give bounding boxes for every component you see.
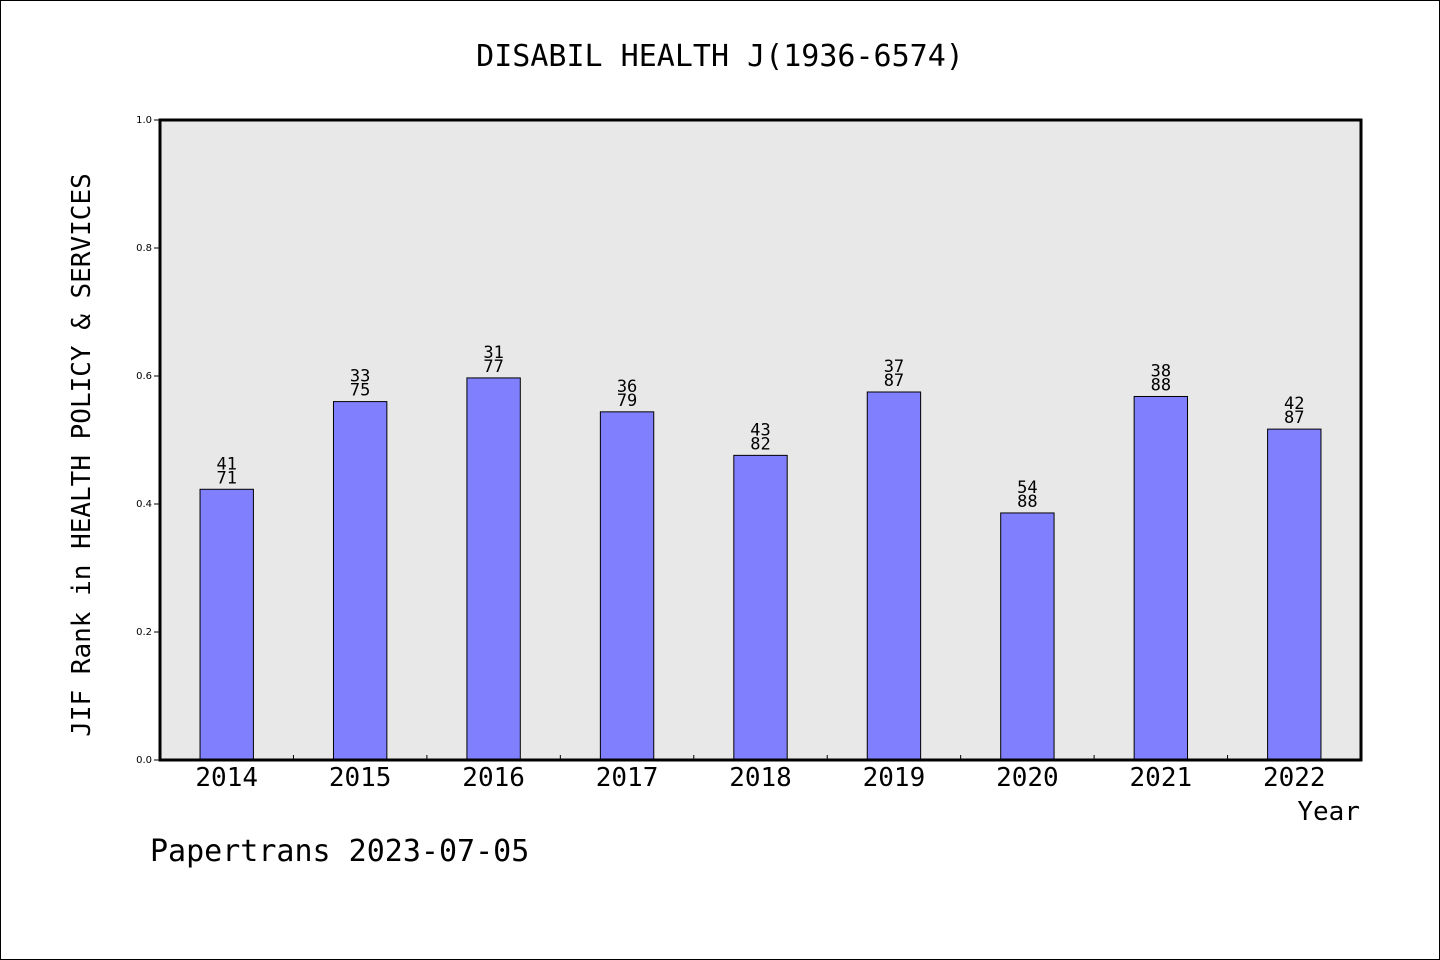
y-axis-label: JIF Rank in HEALTH POLICY & SERVICES [67, 173, 97, 737]
bar-total-label: 88 [1017, 492, 1037, 512]
x-tick-label: 2020 [996, 763, 1059, 793]
bar [199, 488, 254, 761]
x-tick-label: 2021 [1130, 763, 1193, 793]
y-tick-label: 0.0 [136, 755, 152, 766]
bar [1267, 428, 1322, 761]
bar-rank-label: 41 [216, 454, 236, 474]
x-tick-label: 2022 [1263, 763, 1326, 793]
bar-total-label: 87 [1284, 408, 1304, 428]
x-tick-label: 2016 [462, 763, 525, 793]
bar [1000, 512, 1055, 761]
x-tick-label: 2017 [596, 763, 659, 793]
bar-total-label: 88 [1151, 375, 1171, 395]
bar-total-label: 87 [884, 371, 904, 391]
bar [866, 391, 922, 761]
y-tick-label: 1.0 [136, 115, 152, 126]
bar-total-label: 75 [350, 381, 370, 401]
bar-rank-label: 37 [884, 357, 904, 377]
bar-rank-label: 36 [617, 377, 637, 397]
chart-title: DISABIL HEALTH J(1936-6574) [476, 39, 964, 74]
bar-rank-label: 43 [750, 420, 770, 440]
bar-total-label: 71 [216, 468, 236, 488]
x-axis: 2014 2015 2016 2017 2018 2019 2020 2021 2022 [195, 755, 1326, 793]
bar-rank-label: 42 [1284, 394, 1304, 414]
bar [599, 411, 655, 761]
plot-border [158, 118, 1363, 762]
bar [332, 401, 388, 761]
x-tick-label: 2019 [863, 763, 926, 793]
y-tick-label: 0.2 [136, 627, 152, 638]
y-axis: 0.0 0.2 0.4 0.6 0.8 1.0 [136, 115, 160, 766]
bar [733, 454, 788, 761]
bar-rank-label: 31 [483, 343, 503, 363]
x-axis-label: Year [1297, 797, 1360, 827]
bar-total-label: 79 [617, 391, 637, 411]
footer-credit: Papertrans 2023-07-05 [150, 834, 530, 869]
bar-rank-label: 38 [1151, 361, 1171, 381]
y-tick-label: 0.8 [136, 243, 152, 254]
y-tick-label: 0.6 [136, 371, 152, 382]
bar-total-label: 77 [483, 357, 503, 377]
y-tick-label: 0.4 [136, 499, 152, 510]
bar [1133, 395, 1189, 761]
bar-total-label: 82 [750, 434, 770, 454]
x-tick-label: 2018 [729, 763, 792, 793]
x-tick-label: 2014 [195, 763, 258, 793]
x-tick-label: 2015 [329, 763, 392, 793]
bar-rank-label: 33 [350, 367, 370, 387]
bar [466, 377, 521, 761]
bar-rank-label: 54 [1017, 478, 1037, 498]
